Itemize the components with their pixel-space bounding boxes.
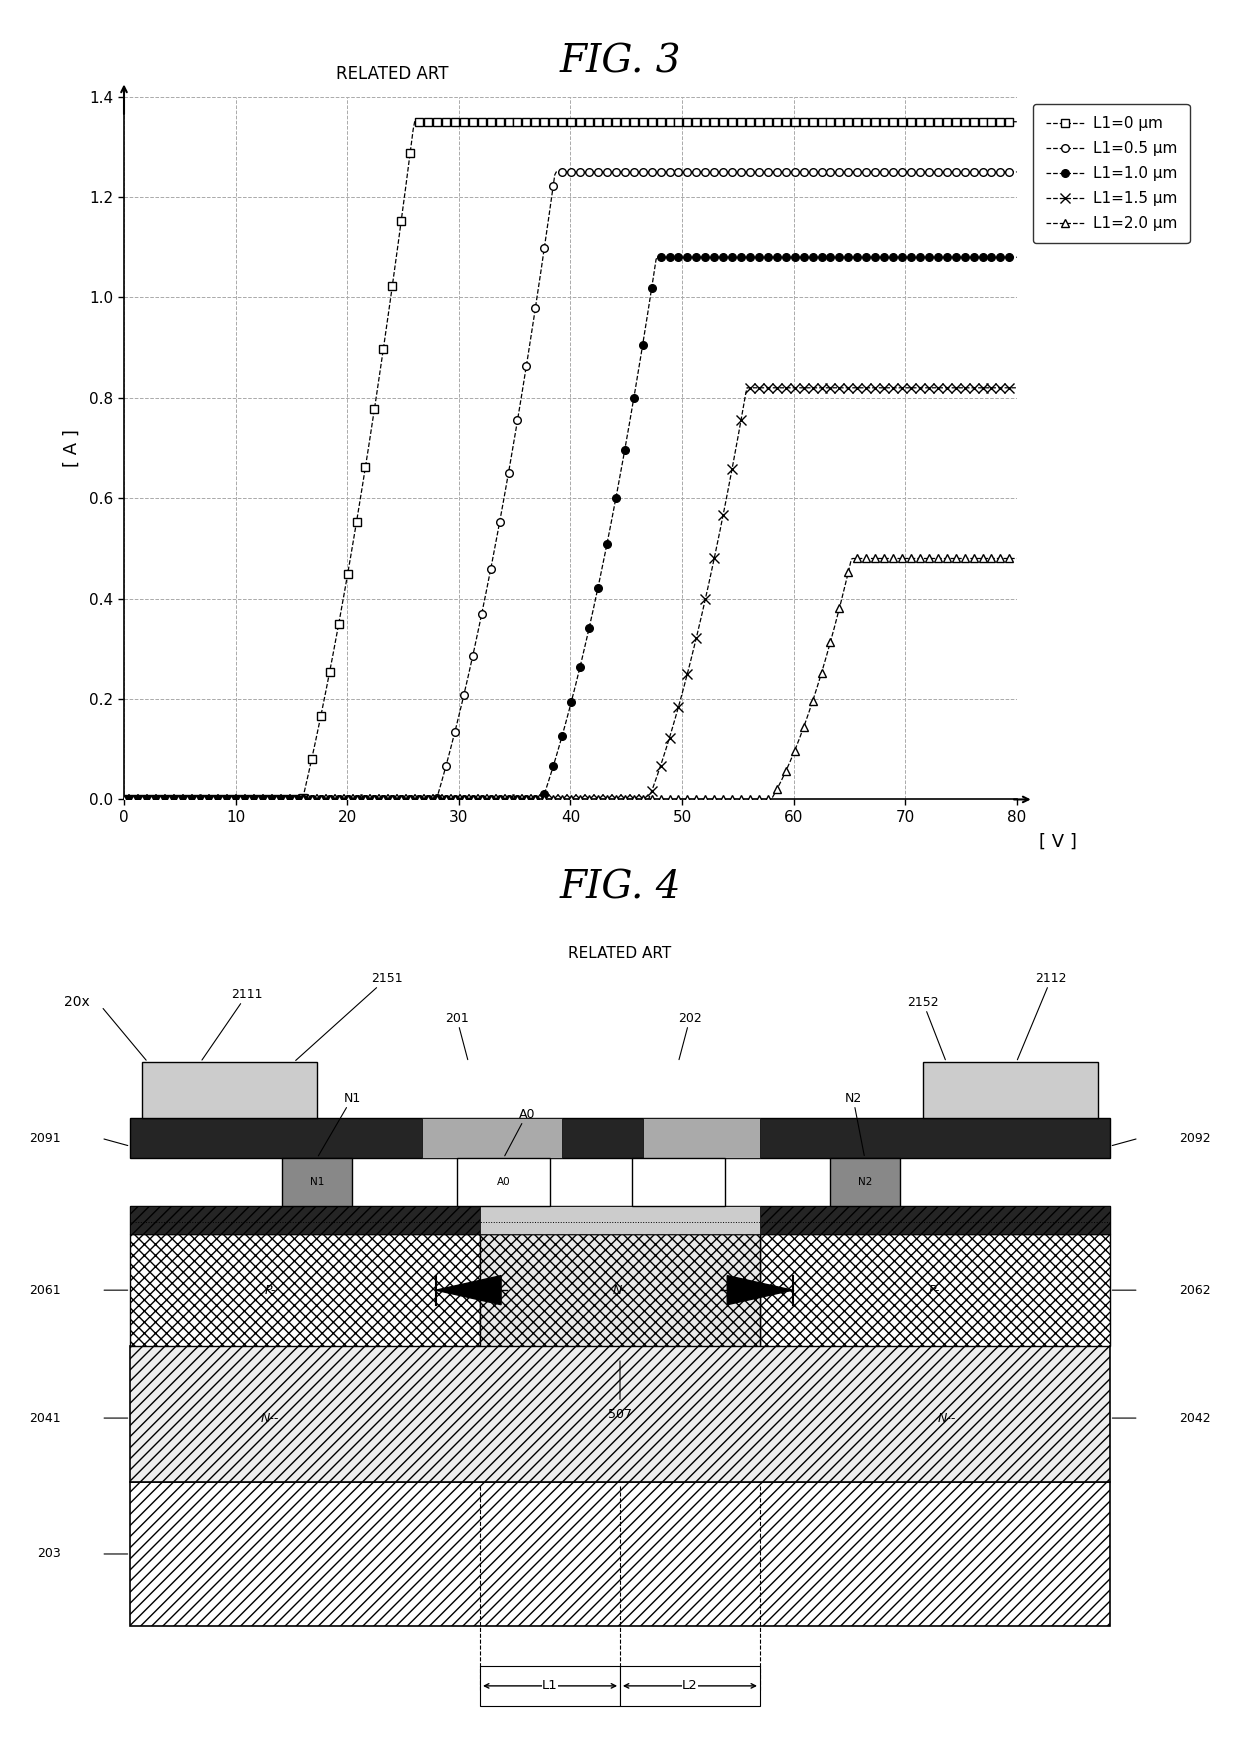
Text: 203: 203: [37, 1548, 61, 1560]
Text: 20x: 20x: [64, 996, 89, 1009]
Text: FIG. 4: FIG. 4: [559, 870, 681, 907]
Legend: L1=0 μm, L1=0.5 μm, L1=1.0 μm, L1=1.5 μm, L1=2.0 μm: L1=0 μm, L1=0.5 μm, L1=1.0 μm, L1=1.5 μm…: [1033, 104, 1189, 244]
Y-axis label: [ A ]: [ A ]: [63, 429, 81, 467]
Text: N1: N1: [319, 1091, 361, 1156]
Bar: [130, 1207, 1110, 1233]
Bar: [923, 1063, 1097, 1117]
Text: FIG. 3: FIG. 3: [559, 44, 681, 81]
Bar: [480, 1666, 620, 1706]
Text: 2092: 2092: [1179, 1132, 1211, 1146]
Polygon shape: [727, 1276, 792, 1305]
Text: N1: N1: [310, 1177, 324, 1188]
Text: 2041: 2041: [29, 1411, 61, 1425]
Bar: [456, 1158, 551, 1207]
Text: N2: N2: [858, 1177, 872, 1188]
Bar: [130, 1233, 480, 1346]
Bar: [281, 1158, 352, 1207]
Text: RELATED ART: RELATED ART: [568, 947, 672, 961]
Bar: [644, 1117, 760, 1158]
Bar: [480, 1207, 760, 1233]
Text: 201: 201: [445, 1012, 469, 1059]
Bar: [480, 1233, 760, 1346]
Text: 2112: 2112: [1017, 972, 1068, 1059]
Text: N--: N--: [937, 1411, 956, 1425]
Text: 2062: 2062: [1179, 1284, 1211, 1297]
Text: 507: 507: [608, 1407, 632, 1421]
Text: P-: P-: [264, 1284, 277, 1297]
Text: 2091: 2091: [29, 1132, 61, 1146]
Text: L2: L2: [682, 1680, 698, 1692]
Bar: [620, 1666, 760, 1706]
Bar: [830, 1158, 900, 1207]
Text: L1: L1: [542, 1680, 558, 1692]
Polygon shape: [435, 1276, 501, 1305]
Bar: [130, 1346, 1110, 1481]
Bar: [143, 1063, 317, 1117]
Text: 2152: 2152: [908, 996, 945, 1059]
Text: N--: N--: [262, 1411, 279, 1425]
Text: A0: A0: [505, 1109, 534, 1156]
Bar: [760, 1233, 1110, 1346]
Text: N2: N2: [844, 1091, 864, 1156]
Text: 2151: 2151: [295, 972, 403, 1061]
Bar: [631, 1158, 725, 1207]
Bar: [130, 1481, 1110, 1625]
Bar: [130, 1207, 480, 1233]
Bar: [422, 1117, 562, 1158]
Text: [ V ]: [ V ]: [1039, 833, 1078, 850]
Bar: [760, 1207, 1110, 1233]
Text: N-: N-: [613, 1284, 627, 1297]
Bar: [130, 1117, 1110, 1158]
Text: 2061: 2061: [29, 1284, 61, 1297]
Text: RELATED ART: RELATED ART: [336, 65, 448, 83]
Text: 2111: 2111: [202, 987, 263, 1059]
Text: P-: P-: [929, 1284, 940, 1297]
Text: 2042: 2042: [1179, 1411, 1211, 1425]
Text: A0: A0: [497, 1177, 510, 1188]
Text: 202: 202: [678, 1012, 702, 1059]
